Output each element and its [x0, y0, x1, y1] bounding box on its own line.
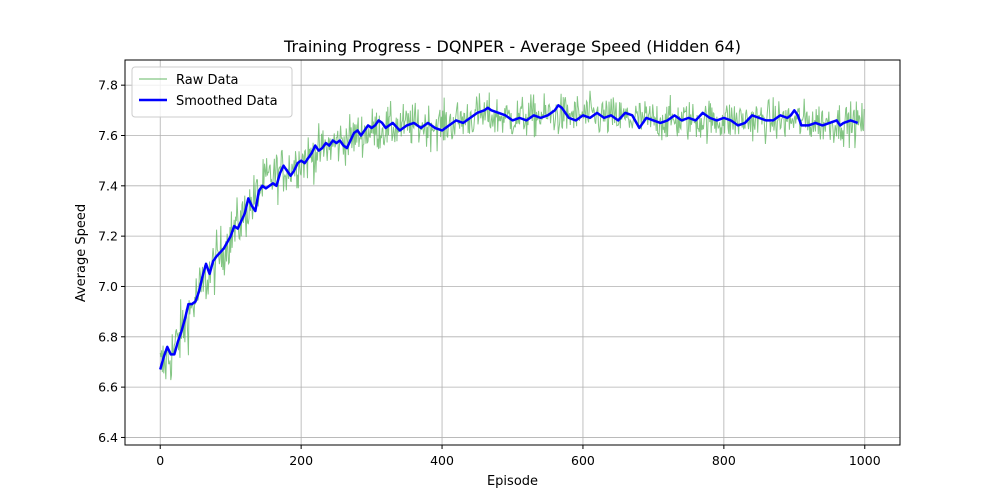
tick-layer: 0 200 400 600 800 1000 6.4 6.6 6.8 7.0 7.2 7.4 7.6 7.…	[98, 78, 881, 468]
y-tick-label: 7.8	[98, 78, 118, 93]
legend-smoothed-data-label: Smoothed Data	[176, 94, 278, 109]
x-tick-label: 200	[289, 453, 313, 468]
legend: Raw Data Smoothed Data	[131, 66, 293, 118]
x-tick-label: 0	[156, 453, 164, 468]
y-tick-label: 7.2	[98, 229, 118, 244]
x-tick-label: 400	[430, 453, 454, 468]
smoothed-data-series	[159, 104, 859, 370]
x-tick-label: 600	[571, 453, 595, 468]
x-tick-label: 800	[712, 453, 736, 468]
chart-title: Training Progress - DQNPER - Average Spe…	[283, 37, 741, 56]
axes-frame	[124, 59, 901, 446]
y-tick-label: 6.4	[98, 430, 118, 445]
y-axis-label: Average Speed	[74, 204, 89, 302]
y-tick-label: 6.6	[98, 380, 118, 395]
x-tick-label: 1000	[849, 453, 881, 468]
legend-raw-data-label: Raw Data	[176, 73, 239, 88]
y-tick-label: 7.4	[98, 178, 118, 193]
smoothed-data-line	[159, 104, 859, 370]
y-tick-label: 7.0	[98, 279, 118, 294]
legend-box	[131, 66, 293, 118]
y-tick-label: 7.6	[98, 128, 118, 143]
y-tick-label: 6.8	[98, 329, 118, 344]
x-axis-label: Episode	[487, 474, 538, 489]
